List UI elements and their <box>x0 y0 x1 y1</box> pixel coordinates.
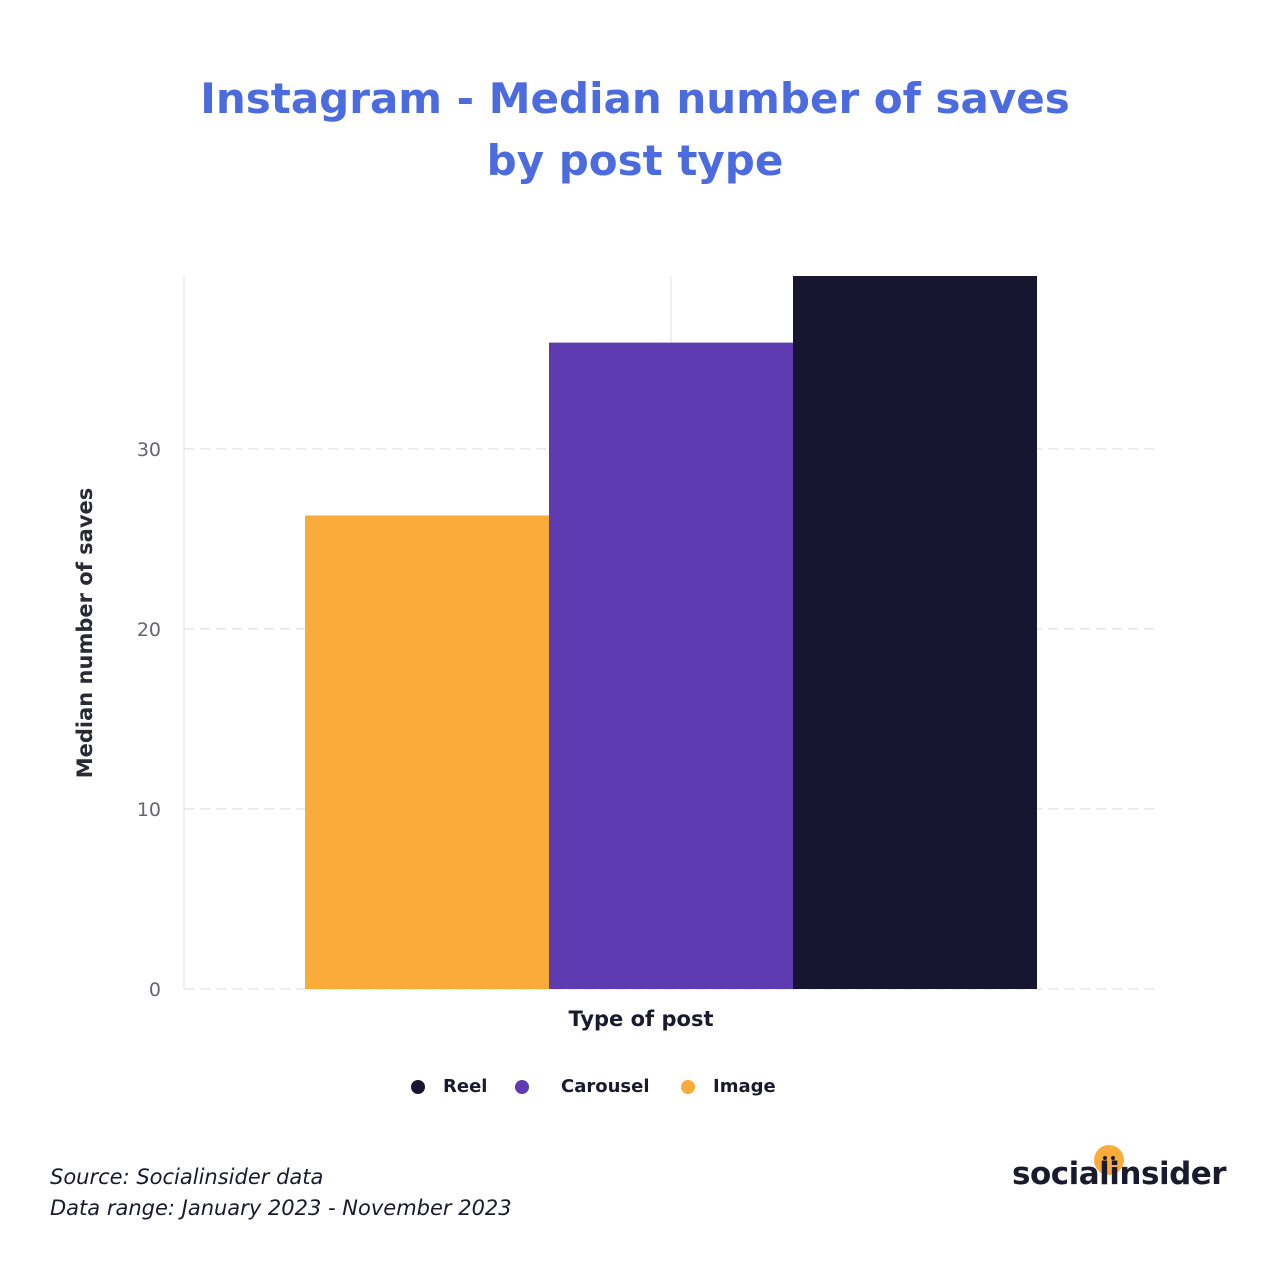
y-axis-ticks: 0 10 20 30 <box>137 439 161 1001</box>
chart-title-line-1: Instagram - Median number of saves <box>200 74 1070 123</box>
legend-item-image[interactable]: Image <box>681 1076 776 1097</box>
logo-face-icon <box>1094 1145 1124 1175</box>
source-text: Source: Socialinsider data <box>50 1165 324 1189</box>
y-tick-label: 30 <box>137 439 161 461</box>
x-axis-label: Type of post <box>569 1007 714 1031</box>
y-tick-label: 10 <box>137 799 161 821</box>
legend-label-carousel: Carousel <box>561 1076 650 1097</box>
bar-reel[interactable] <box>793 276 1037 989</box>
legend: Reel Carousel Image <box>0 1076 1270 1106</box>
bar-image[interactable] <box>305 515 549 989</box>
legend-dot-carousel <box>515 1079 529 1094</box>
chart-title: Instagram - Median number of saves by po… <box>0 68 1270 192</box>
y-tick-label: 0 <box>149 979 161 1001</box>
legend-item-reel[interactable]: Reel <box>411 1076 487 1097</box>
legend-item-carousel[interactable]: Carousel <box>515 1076 650 1097</box>
legend-label-reel: Reel <box>443 1076 488 1097</box>
legend-label-image: Image <box>713 1076 776 1097</box>
source-note: Source: Socialinsider data Data range: J… <box>50 1162 512 1224</box>
bar-carousel[interactable] <box>549 342 793 990</box>
brand-logo: socialinsider <box>1012 1156 1227 1192</box>
legend-dot-reel <box>411 1079 425 1094</box>
y-tick-label: 20 <box>137 619 161 641</box>
bars <box>305 276 1037 990</box>
legend-dot-image <box>681 1079 695 1094</box>
y-axis-label: Median number of saves <box>73 488 97 779</box>
data-range-text: Data range: January 2023 - November 2023 <box>50 1196 512 1220</box>
chart-title-line-2: by post type <box>486 136 784 185</box>
